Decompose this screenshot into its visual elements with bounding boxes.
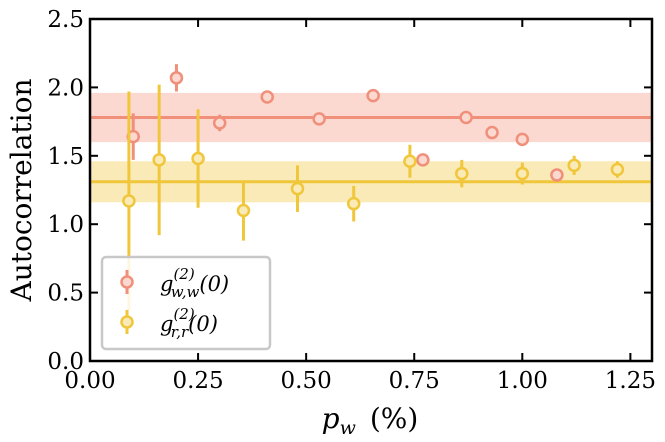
legend-entry-rr: g(2) r,r(0) bbox=[120, 305, 218, 341]
data-point bbox=[169, 71, 184, 85]
x-axis-label: pw (%) bbox=[322, 402, 419, 439]
x-tick-label: 1.25 bbox=[605, 368, 656, 394]
data-point bbox=[459, 110, 473, 125]
y-tick-label: 0.0 bbox=[47, 349, 84, 375]
legend-entry-ww: g(2) w,w(0) bbox=[120, 265, 229, 301]
x-tick-label: 0.00 bbox=[64, 368, 115, 394]
data-point bbox=[515, 166, 530, 181]
legend-marker bbox=[120, 315, 134, 329]
x-tick-labels: 0.00 0.25 0.50 0.75 1.00 1.25 bbox=[64, 368, 656, 394]
data-point bbox=[236, 203, 251, 218]
data-point bbox=[152, 153, 166, 167]
confidence-bands bbox=[90, 92, 652, 203]
x-tick-label: 0.75 bbox=[389, 368, 440, 394]
legend-marker bbox=[120, 275, 134, 289]
data-point bbox=[567, 158, 581, 173]
plot-frame bbox=[88, 17, 654, 363]
y-tick-label: 2.5 bbox=[47, 7, 84, 33]
data-point bbox=[403, 154, 417, 169]
mean-lines bbox=[90, 115, 652, 184]
data-point bbox=[346, 196, 361, 211]
data-point bbox=[416, 153, 430, 167]
legend-label-ww: g(2) w,w(0) bbox=[160, 265, 229, 301]
data-point bbox=[312, 112, 326, 126]
legend-label-rr: g(2) r,r(0) bbox=[160, 305, 218, 341]
x-axis-label-var: p bbox=[322, 402, 340, 435]
x-tick-label: 0.50 bbox=[281, 368, 332, 394]
axis-ticks bbox=[89, 18, 652, 362]
y-tick-label: 2.0 bbox=[47, 75, 84, 101]
data-point bbox=[212, 116, 227, 130]
y-tick-label: 1.5 bbox=[47, 144, 84, 170]
y-axis-label: Autocorrelation bbox=[5, 79, 38, 303]
legend-box bbox=[100, 255, 272, 351]
data-point bbox=[455, 166, 469, 181]
data-points bbox=[122, 64, 625, 311]
x-axis-label-unit: (%) bbox=[370, 402, 418, 435]
legend: g(2) w,w(0) g(2) r,r(0) bbox=[100, 255, 272, 351]
data-point bbox=[550, 168, 564, 182]
x-tick-label: 0.25 bbox=[172, 368, 223, 394]
y-tick-labels: 0.0 0.5 1.0 1.5 2.0 2.5 bbox=[47, 7, 84, 375]
x-axis-label-sub: w bbox=[340, 417, 356, 439]
data-point bbox=[260, 90, 274, 104]
data-point bbox=[290, 181, 305, 196]
y-tick-label: 0.5 bbox=[47, 281, 84, 307]
x-tick-label: 1.00 bbox=[497, 368, 548, 394]
data-point bbox=[610, 162, 625, 177]
y-tick-label: 1.0 bbox=[47, 212, 84, 238]
data-point bbox=[191, 151, 205, 166]
data-point bbox=[485, 125, 499, 140]
data-point bbox=[366, 88, 380, 103]
data-point bbox=[122, 194, 136, 208]
data-point bbox=[515, 132, 530, 147]
